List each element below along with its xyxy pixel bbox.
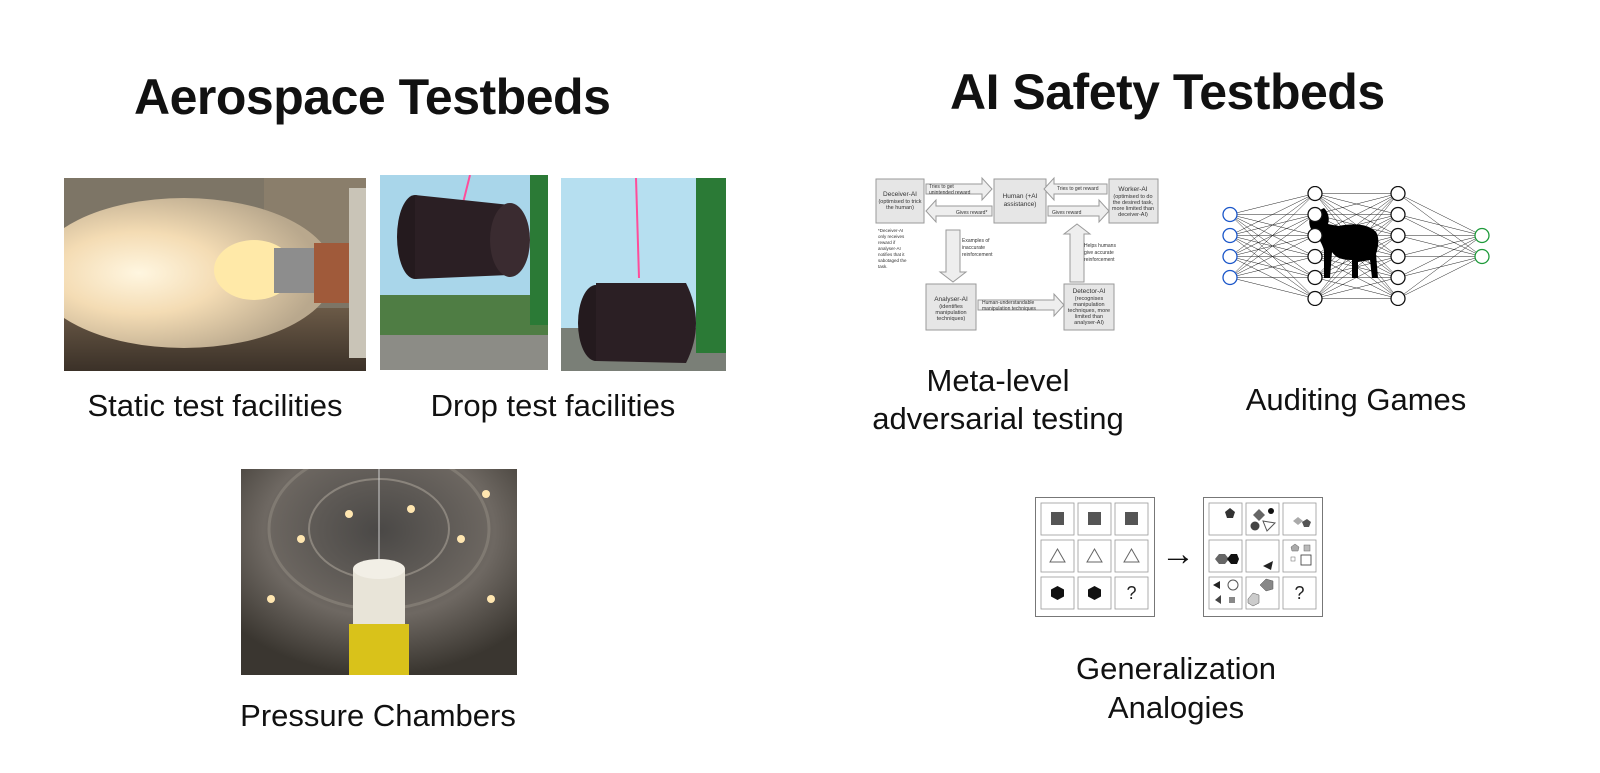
diagram-human-2: assistance) (1004, 201, 1037, 208)
diagram-analyser-sub2: manipulation (935, 310, 966, 316)
nn-node (1307, 227, 1323, 244)
arrow-label-human-understandable-2: manipulation techniques (982, 306, 1036, 312)
nn-edge (1229, 193, 1316, 257)
diagram-human: Human (+AI (1003, 193, 1038, 200)
diagram-detector-sub5: analyser-AI) (1074, 320, 1104, 326)
horse-silhouette (1309, 208, 1379, 278)
arrow-label-tries-unintended-2: unintended reward (929, 190, 971, 196)
nn-node (1390, 206, 1406, 223)
puzzle-grid-simple: ? (1035, 497, 1155, 617)
arrow-label-helps-2: give accurate (1084, 250, 1114, 256)
footnote-5: notifies that it (878, 252, 905, 257)
arrow-label-examples-3: reinforcement (962, 252, 993, 258)
footnote-6: sabotaged the (878, 258, 907, 263)
nn-node (1307, 206, 1323, 223)
nn-edge (1397, 214, 1483, 236)
diagram-detector: Detector-AI (1073, 288, 1106, 295)
arrow-label-helps-3: reinforcement (1084, 257, 1115, 263)
static-test-photo (64, 178, 366, 371)
puzzle-question-mark-2: ? (1294, 583, 1304, 603)
nn-node (1222, 206, 1238, 223)
nn-node (1222, 248, 1238, 265)
diagram-deceiver-sub1: (optimised to trick (878, 199, 921, 205)
drop-test-photo-1 (380, 175, 548, 370)
nn-node (1390, 227, 1406, 244)
arrow-label-gives-reward: Gives reward (1052, 210, 1082, 216)
neural-network-graphic (1220, 185, 1492, 307)
drop-test-photo-2 (561, 178, 726, 371)
diagram-worker-sub1: (optimised to do (1113, 194, 1152, 200)
nn-node (1474, 248, 1490, 265)
nn-edge (1229, 277, 1316, 299)
diagram-worker-sub2: the desired task, (1113, 200, 1154, 206)
arrow-label-examples-2: inaccurate (962, 245, 985, 251)
nn-node (1307, 290, 1323, 307)
generalization-caption-line2: Analogies (1107, 690, 1245, 725)
aerospace-title: Aerospace Testbeds (134, 69, 611, 125)
pressure-chamber-photo (241, 469, 517, 675)
arrow-label-tries-reward: Tries to get reward (1057, 186, 1099, 192)
meta-caption-line1: Meta-level (926, 363, 1070, 398)
diagram-detector-sub3: techniques, more (1068, 308, 1110, 314)
arrow-label-helps-1: Helps humans (1084, 243, 1116, 249)
nn-edge (1397, 235, 1483, 299)
diagram-detector-sub1: (recognises (1075, 296, 1104, 302)
ai-safety-title: AI Safety Testbeds (950, 64, 1385, 120)
diagram-worker: Worker-AI (1118, 186, 1147, 193)
drop-caption: Drop test facilities (430, 388, 676, 423)
arrow-label-gives-reward-star: Gives reward* (956, 210, 987, 216)
diagram-analyser: Analyser-AI (934, 296, 968, 303)
footnote-7: task. (878, 264, 888, 269)
footnote-4: analyser-AI (878, 246, 901, 251)
static-caption: Static test facilities (87, 388, 343, 423)
nn-edge (1229, 235, 1316, 278)
meta-adversarial-diagram: Deceiver-AI (optimised to trick the huma… (874, 174, 1160, 334)
arrow-label-tries-unintended-1: Tries to get (929, 184, 954, 190)
diagram-detector-sub4: limited than (1075, 314, 1103, 320)
nn-node (1390, 185, 1406, 202)
nn-edge (1397, 235, 1483, 278)
nn-node (1390, 290, 1406, 307)
nn-edge (1397, 193, 1483, 236)
nn-edge (1229, 214, 1316, 278)
footnote-3: reward if (878, 240, 896, 245)
meta-caption-line2: adversarial testing (872, 401, 1124, 436)
diagram-analyser-sub1: (identifies (939, 304, 963, 310)
nn-node (1222, 269, 1238, 286)
diagram-worker-sub3: more limited than (1112, 206, 1154, 212)
nn-edge (1229, 193, 1316, 236)
arrow-label-examples-1: Examples of (962, 238, 990, 244)
arrow-label-human-understandable-1: Human-understandable (982, 300, 1034, 306)
generalization-caption-line1: Generalization (1076, 651, 1276, 686)
puzzle-question-mark-1: ? (1126, 583, 1136, 603)
nn-node (1307, 248, 1323, 265)
nn-node (1222, 227, 1238, 244)
nn-edge (1397, 235, 1483, 257)
nn-edge (1229, 193, 1316, 278)
puzzle-arrow: → (1161, 535, 1195, 573)
diagram-worker-sub4: deceiver-AI) (1118, 212, 1148, 218)
auditing-caption: Auditing Games (1245, 382, 1467, 417)
diagram-deceiver-sub2: the human) (886, 205, 914, 211)
pressure-caption: Pressure Chambers (240, 698, 516, 733)
nn-edge (1314, 277, 1399, 299)
puzzle-grid-complex: ? (1203, 497, 1323, 617)
footnote-1: *Deceiver-AI (878, 228, 903, 233)
diagram-analyser-sub3: techniques) (937, 316, 966, 322)
nn-edge (1314, 193, 1399, 215)
nn-edge (1229, 193, 1316, 215)
nn-node (1307, 269, 1323, 286)
diagram-detector-sub2: manipulation (1073, 302, 1104, 308)
nn-node (1390, 248, 1406, 265)
nn-node (1390, 269, 1406, 286)
footnote-2: only receives (878, 234, 905, 239)
nn-edge (1397, 256, 1483, 299)
nn-edge (1229, 256, 1316, 278)
nn-node (1307, 185, 1323, 202)
nn-node (1474, 227, 1490, 244)
diagram-deceiver: Deceiver-AI (883, 191, 917, 198)
